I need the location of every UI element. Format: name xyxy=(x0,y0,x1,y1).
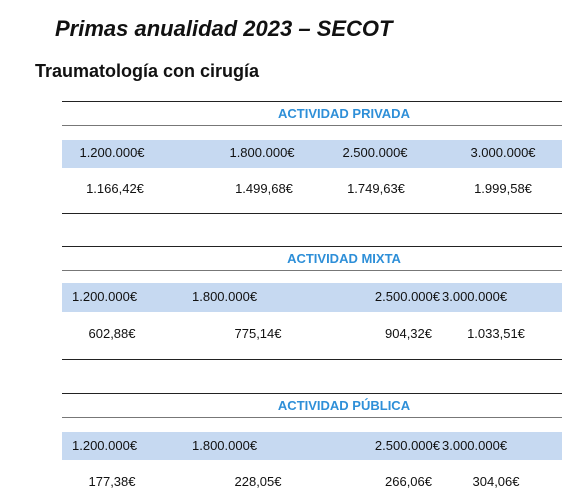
coverage-amount: 3.000.000€ xyxy=(470,145,536,160)
coverage-amount: 3.000.000€ xyxy=(442,289,508,304)
table-title: ACTIVIDAD PÚBLICA xyxy=(277,398,411,413)
coverage-amount: 2.500.000€ xyxy=(374,289,440,304)
coverage-amount: 1.800.000€ xyxy=(192,438,258,453)
coverage-amount: 1.800.000€ xyxy=(192,289,258,304)
table-bottom-rule xyxy=(62,213,562,214)
premium-value: 228,05€ xyxy=(234,474,282,489)
table-top-rule xyxy=(62,246,562,247)
premium-value: 602,88€ xyxy=(88,326,136,341)
premium-value: 1.749,63€ xyxy=(347,181,405,196)
premium-value: 775,14€ xyxy=(234,326,282,341)
header-rule xyxy=(62,125,562,126)
shaded-row xyxy=(62,283,562,312)
coverage-amount: 1.800.000€ xyxy=(229,145,295,160)
coverage-amount: 1.200.000€ xyxy=(72,289,138,304)
premium-value: 1.499,68€ xyxy=(235,181,293,196)
subtitle: Traumatología con cirugía xyxy=(35,61,260,81)
premium-value: 266,06€ xyxy=(385,474,432,489)
premium-value: 904,32€ xyxy=(385,326,432,341)
premium-value: 1.999,58€ xyxy=(474,181,532,196)
premium-value: 1.033,51€ xyxy=(467,326,525,341)
table-top-rule xyxy=(62,393,562,394)
table-top-rule xyxy=(62,101,562,102)
table-title: ACTIVIDAD MIXTA xyxy=(287,251,401,266)
shaded-row xyxy=(62,432,562,460)
coverage-amount: 3.000.000€ xyxy=(442,438,508,453)
shaded-row xyxy=(62,140,562,168)
coverage-amount: 1.200.000€ xyxy=(72,438,138,453)
premium-value: 1.166,42€ xyxy=(86,181,144,196)
premium-value: 304,06€ xyxy=(472,474,520,489)
coverage-amount: 1.200.000€ xyxy=(79,145,145,160)
coverage-amount: 2.500.000€ xyxy=(374,438,440,453)
coverage-amount: 2.500.000€ xyxy=(342,145,408,160)
header-rule xyxy=(62,417,562,418)
table-title: ACTIVIDAD PRIVADA xyxy=(278,106,410,121)
title: Primas anualidad 2023 – SECOT xyxy=(55,16,393,41)
premium-value: 177,38€ xyxy=(88,474,136,489)
table-bottom-rule xyxy=(62,359,562,360)
header-rule xyxy=(62,270,562,271)
